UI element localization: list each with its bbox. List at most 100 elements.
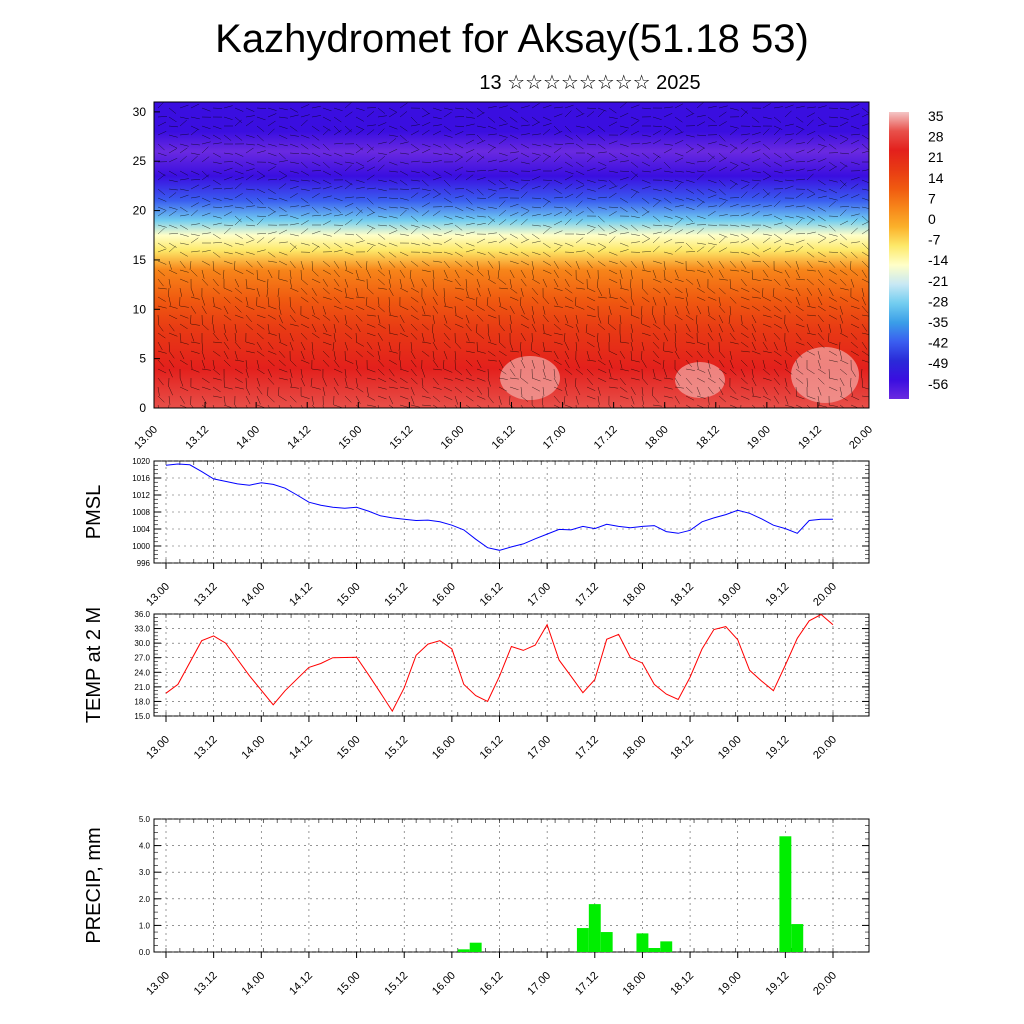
x-tick-label: 14.12 (285, 424, 313, 452)
wind-arrow (399, 305, 409, 311)
wind-arrow (575, 218, 583, 226)
wind-arrow (586, 111, 595, 118)
wind-arrow (685, 197, 695, 201)
wind-arrow (597, 247, 606, 253)
wind-arrow (443, 350, 448, 360)
wind-arrow (564, 152, 573, 159)
wind-arrow (707, 245, 715, 253)
wind-arrow (443, 205, 454, 208)
wind-arrow (542, 182, 550, 190)
wind-arrow (839, 179, 847, 187)
wind-arrow (421, 233, 430, 240)
wind-arrow (399, 359, 402, 369)
wind-arrow (190, 287, 195, 297)
wind-arrow (520, 152, 530, 158)
panel-frame (153, 613, 870, 717)
wind-arrow (399, 206, 409, 210)
wind-arrow (839, 341, 841, 352)
wind-arrow (597, 233, 607, 236)
wind-arrow (245, 134, 255, 138)
wind-arrow (575, 237, 584, 244)
wind-arrow (740, 395, 750, 400)
wind-arrow (795, 269, 801, 279)
x-tick-label: 16.12 (478, 581, 506, 609)
wind-arrow (498, 323, 505, 332)
wind-arrow (168, 314, 178, 320)
wind-arrow (476, 377, 486, 382)
wind-arrow (322, 377, 327, 387)
wind-arrow (740, 238, 750, 244)
wind-arrow (729, 183, 738, 190)
series-line (165, 463, 833, 551)
wind-arrow (564, 341, 570, 351)
wind-arrow (520, 191, 528, 199)
wind-arrow (256, 188, 266, 194)
wind-arrow (487, 377, 491, 387)
wind-arrow (696, 395, 706, 399)
wind-arrow (795, 178, 806, 181)
wind-arrow (729, 269, 739, 272)
wind-arrow (421, 210, 430, 217)
wind-arrow (652, 314, 657, 324)
wind-arrow (289, 341, 294, 351)
wind-arrow (157, 314, 160, 325)
wind-arrow (289, 186, 299, 190)
wind-arrow (806, 404, 811, 408)
wind-arrow (696, 323, 699, 333)
wind-arrow (168, 143, 178, 149)
wind-arrow (377, 278, 385, 286)
wind-arrow (190, 223, 200, 226)
wind-arrow (355, 359, 358, 369)
wind-arrow (410, 192, 419, 199)
wind-arrow (586, 129, 595, 136)
wind-arrow (311, 287, 317, 296)
wind-arrow (828, 323, 832, 333)
wind-arrow (542, 116, 552, 121)
wind-arrow (201, 260, 211, 266)
wind-arrow (223, 287, 233, 292)
wind-arrow (652, 377, 662, 382)
wind-arrow (531, 350, 541, 356)
x-tick-label: 18.00 (621, 970, 649, 998)
wind-arrow (454, 206, 464, 212)
wind-arrow (839, 233, 847, 241)
wind-arrow (300, 228, 309, 235)
warm-anomaly (675, 362, 725, 398)
wind-arrow (828, 238, 838, 244)
wind-arrow (201, 249, 211, 253)
wind-arrow (245, 404, 248, 408)
wind-arrow (157, 269, 165, 277)
wind-arrow (762, 247, 772, 253)
precip-bar (457, 949, 470, 952)
wind-arrow (564, 242, 574, 247)
wind-arrow (597, 404, 600, 408)
wind-arrow (696, 147, 705, 154)
y-tick-label: 1016 (132, 474, 150, 483)
wind-arrow (388, 107, 398, 113)
wind-arrow (652, 215, 661, 222)
wind-arrow (432, 251, 443, 253)
wind-arrow (476, 350, 486, 354)
wind-arrow (662, 359, 665, 369)
wind-arrow (322, 269, 332, 275)
wind-arrow (509, 314, 512, 324)
wind-arrow (487, 218, 495, 226)
wind-arrow (685, 222, 695, 226)
wind-arrow (608, 350, 618, 356)
wind-arrow (575, 314, 579, 324)
y-tick-label: 3.0 (139, 868, 151, 877)
wind-arrow (245, 395, 251, 405)
wind-arrow (245, 368, 249, 378)
wind-arrow (597, 341, 600, 351)
wind-arrow (410, 296, 419, 303)
wind-arrow (300, 114, 310, 118)
wind-arrow (344, 161, 354, 164)
wind-arrow (784, 104, 794, 109)
wind-arrow (597, 242, 607, 248)
wind-arrow (179, 377, 184, 387)
wind-arrow (322, 350, 330, 358)
wind-arrow (553, 269, 559, 278)
wind-arrow (267, 332, 277, 336)
wind-arrow (839, 121, 849, 127)
wind-arrow (630, 215, 640, 219)
